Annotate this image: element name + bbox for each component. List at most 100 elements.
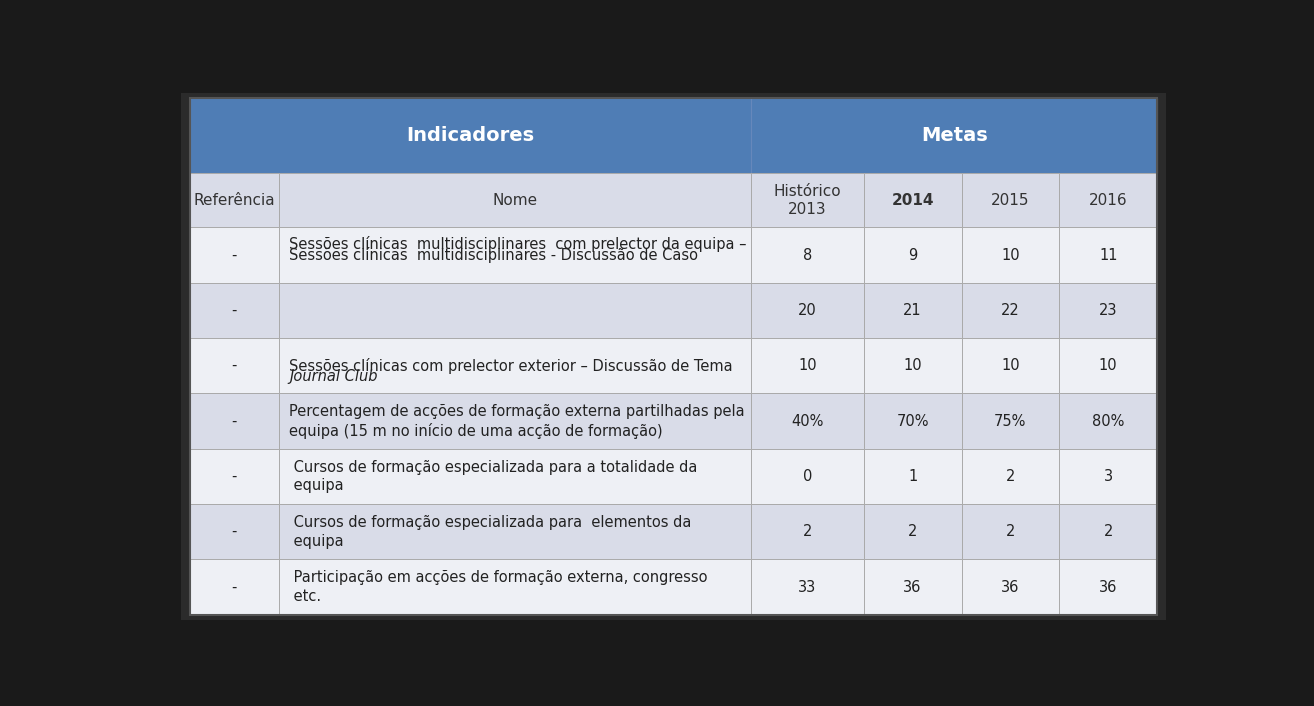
Text: Participação em acções de formação externa, congresso
 etc.: Participação em acções de formação exter… — [289, 570, 707, 604]
Bar — [1059, 227, 1158, 282]
Bar — [752, 338, 863, 393]
Text: 22: 22 — [1001, 303, 1020, 318]
Text: Sessões clínicas com prelector exterior – Discussão de Tema: Sessões clínicas com prelector exterior … — [289, 358, 733, 373]
Text: -: - — [231, 303, 237, 318]
Text: 10: 10 — [903, 358, 922, 373]
Text: -: - — [231, 469, 237, 484]
Bar — [863, 504, 962, 559]
Text: -: - — [231, 358, 237, 373]
Text: Sessões clínicas  multidisciplinares - Discussão de Caso: Sessões clínicas multidisciplinares - Di… — [289, 247, 698, 263]
Bar — [189, 504, 279, 559]
Bar — [189, 227, 279, 282]
Bar — [279, 282, 752, 338]
Bar — [279, 449, 752, 504]
Bar — [752, 393, 863, 449]
Bar — [752, 282, 863, 338]
Bar — [962, 504, 1059, 559]
Bar — [752, 173, 863, 227]
Bar — [752, 504, 863, 559]
Text: 2: 2 — [1005, 469, 1016, 484]
Bar — [863, 449, 962, 504]
Text: 2: 2 — [908, 525, 917, 539]
Text: 2: 2 — [803, 525, 812, 539]
Bar — [189, 98, 752, 173]
Text: -: - — [231, 248, 237, 263]
Text: 2015: 2015 — [991, 193, 1030, 208]
Text: 36: 36 — [1001, 580, 1020, 594]
Text: 8: 8 — [803, 248, 812, 263]
Bar — [863, 227, 962, 282]
Text: 33: 33 — [799, 580, 817, 594]
Bar — [962, 282, 1059, 338]
Text: -: - — [231, 525, 237, 539]
Bar — [279, 504, 752, 559]
Text: Indicadores: Indicadores — [406, 126, 535, 145]
Text: 11: 11 — [1099, 248, 1117, 263]
Text: Histórico
2013: Histórico 2013 — [774, 184, 841, 217]
Text: -: - — [231, 414, 237, 429]
Bar — [1059, 282, 1158, 338]
Text: 36: 36 — [1099, 580, 1117, 594]
Bar — [1059, 173, 1158, 227]
Bar — [279, 559, 752, 615]
Bar — [752, 98, 1158, 173]
Bar — [279, 393, 752, 449]
Text: Referência: Referência — [193, 193, 275, 208]
Text: 0: 0 — [803, 469, 812, 484]
Bar — [863, 338, 962, 393]
Text: 10: 10 — [1001, 248, 1020, 263]
Bar — [189, 173, 279, 227]
Bar — [1059, 559, 1158, 615]
Text: -: - — [231, 580, 237, 594]
Bar — [189, 393, 279, 449]
Text: 80%: 80% — [1092, 414, 1125, 429]
Text: 70%: 70% — [896, 414, 929, 429]
Bar — [962, 393, 1059, 449]
Bar — [1059, 504, 1158, 559]
Text: 2014: 2014 — [891, 193, 934, 208]
Bar — [189, 559, 279, 615]
Bar — [189, 449, 279, 504]
Bar — [189, 338, 279, 393]
Text: Percentagem de acções de formação externa partilhadas pela
equipa (15 m no iníci: Percentagem de acções de formação extern… — [289, 404, 745, 438]
Text: Nome: Nome — [493, 193, 537, 208]
Bar — [863, 393, 962, 449]
Bar — [962, 559, 1059, 615]
Bar — [863, 282, 962, 338]
Text: 20: 20 — [798, 303, 817, 318]
Bar — [752, 559, 863, 615]
Text: 1: 1 — [908, 469, 917, 484]
Bar — [962, 227, 1059, 282]
Bar — [279, 227, 752, 282]
Text: Journal Club: Journal Club — [289, 369, 377, 383]
Text: Metas: Metas — [921, 126, 988, 145]
Bar — [1059, 449, 1158, 504]
Text: 23: 23 — [1099, 303, 1117, 318]
Text: 10: 10 — [1099, 358, 1117, 373]
Text: 2: 2 — [1005, 525, 1016, 539]
Text: 10: 10 — [1001, 358, 1020, 373]
Text: 2016: 2016 — [1089, 193, 1127, 208]
Bar — [279, 338, 752, 393]
Text: 2: 2 — [1104, 525, 1113, 539]
Bar — [279, 173, 752, 227]
Text: 10: 10 — [798, 358, 817, 373]
Text: Sessões clínicas  multidisciplinares  com prelector da equipa –: Sessões clínicas multidisciplinares com … — [289, 237, 746, 252]
Bar — [752, 449, 863, 504]
Bar — [863, 173, 962, 227]
Bar — [962, 338, 1059, 393]
Bar — [863, 559, 962, 615]
Text: 3: 3 — [1104, 469, 1113, 484]
Bar — [962, 173, 1059, 227]
Bar — [1059, 338, 1158, 393]
Text: Cursos de formação especializada para a totalidade da
 equipa: Cursos de formação especializada para a … — [289, 460, 698, 493]
Bar — [1059, 393, 1158, 449]
Text: 36: 36 — [904, 580, 922, 594]
Text: 9: 9 — [908, 248, 917, 263]
Bar — [962, 449, 1059, 504]
Text: Cursos de formação especializada para  elementos da
 equipa: Cursos de formação especializada para el… — [289, 515, 691, 549]
Text: 40%: 40% — [791, 414, 824, 429]
Text: 75%: 75% — [995, 414, 1026, 429]
Text: 21: 21 — [903, 303, 922, 318]
Bar — [752, 227, 863, 282]
